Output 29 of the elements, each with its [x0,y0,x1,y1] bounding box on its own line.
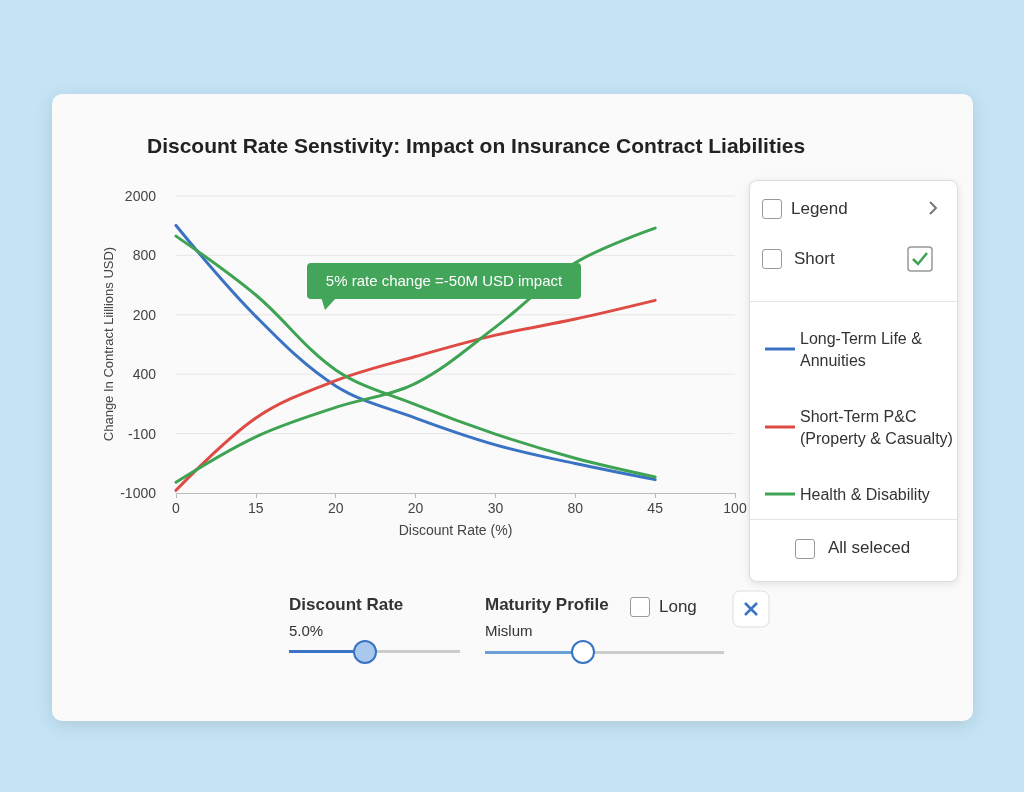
text: 2000 [124,188,157,204]
text: Mislum [485,622,533,639]
legend-label: Long-Term Life & Annuities [800,329,927,369]
text: 200 [132,306,157,323]
x-axis-title: Discount Rate (%) [398,522,513,538]
text: Discount Rate [289,595,404,615]
text: -100 [127,425,157,442]
text: Long [659,597,697,617]
x-tick-label: 0 [172,500,181,516]
x-tick-label: 15 [248,500,264,516]
x-tick-label: 30 [487,500,504,516]
text: 5.0% [289,622,324,639]
text: 800 [132,247,157,264]
y-axis-title: Change In Contract Liillions USD) [100,246,116,442]
x-tick-label: 20 [407,500,424,516]
chart-title: Discount Rate Senstivity: Impact on Insurance Contract Liabilities [147,134,806,157]
x-tick-label: 45 [647,500,664,516]
text: Legend [791,199,848,219]
annotation: 5% rate change =-50M USD impact [307,263,581,299]
text: Maturity Profile [485,595,609,615]
x-tick-label: 20 [327,500,344,516]
legend-label: Health & Disability [800,485,930,503]
x-tick-label: 100 [723,500,747,516]
text: -1000 [120,485,157,501]
text: Short [794,249,835,269]
text: 400 [132,366,157,383]
legend-label: Short-Term P&C (Property & Casualty) [800,407,953,447]
x-tick-label: 80 [567,500,584,516]
text: All seleced [828,538,911,558]
